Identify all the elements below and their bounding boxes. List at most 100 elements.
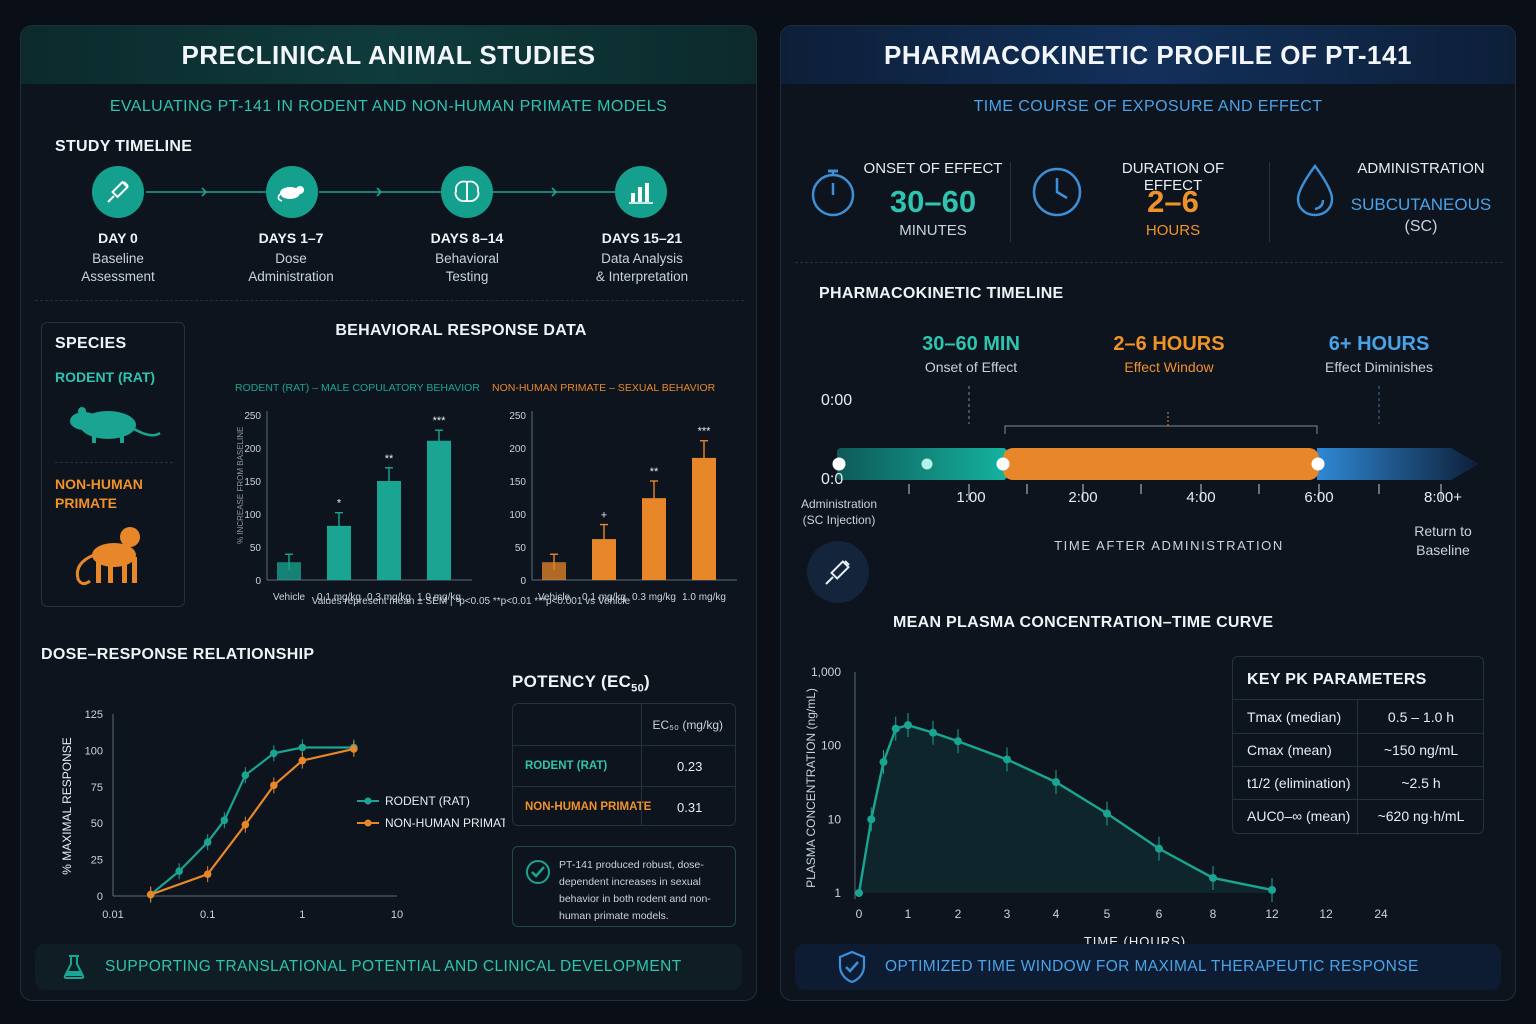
x-tick-label: 0.3 mg/kg <box>632 592 676 603</box>
pk-param-value: 0.5 – 1.0 h <box>1387 709 1455 725</box>
data-point <box>1155 844 1163 853</box>
pk-timeline-bar <box>832 386 1479 500</box>
phase-label: Onset of Effect <box>924 359 1018 375</box>
timeline-title: STUDY TIMELINE <box>55 138 193 155</box>
legend-label: RODENT (RAT) <box>385 794 470 808</box>
droplet-icon <box>1296 163 1334 217</box>
data-point <box>1268 885 1276 894</box>
species-rodent-label: RODENT (RAT) <box>55 369 156 385</box>
y-tick-label: 100 <box>85 745 103 757</box>
timeline-tick: 4:00 <box>1186 489 1216 506</box>
significance-label: + <box>601 510 607 522</box>
panel-title: PRECLINICAL ANIMAL STUDIES <box>21 26 756 84</box>
y-tick-label: 1,000 <box>811 665 841 679</box>
stopwatch-icon <box>811 169 855 217</box>
data-point <box>203 838 212 846</box>
significance-label: ** <box>650 466 659 478</box>
right-footer-text: OPTIMIZED TIME WINDOW FOR MAXIMAL THERAP… <box>885 958 1419 975</box>
x-tick-label: 10 <box>391 909 403 921</box>
species-primate-label: NON-HUMAN PRIMATE <box>55 476 143 511</box>
x-tick-label: 0.1 mg/kg <box>317 592 361 603</box>
data-point <box>241 771 250 779</box>
right-footer: OPTIMIZED TIME WINDOW FOR MAXIMAL THERAP… <box>795 944 1501 990</box>
legend-marker <box>364 797 372 805</box>
data-point <box>929 728 937 737</box>
behavior-title: BEHAVIORAL RESPONSE DATA <box>335 322 587 339</box>
data-point <box>298 743 307 752</box>
table-line <box>513 745 735 746</box>
data-point <box>175 867 183 876</box>
phase-label: Effect Window <box>1124 359 1214 375</box>
left-footer: SUPPORTING TRANSLATIONAL POTENTIAL AND C… <box>35 944 742 990</box>
divider <box>795 262 1503 263</box>
bar-chart-icon <box>615 166 667 218</box>
injection-icon <box>807 541 869 603</box>
timeline-day: DAYS 8–14 <box>430 230 504 246</box>
legend-marker <box>364 819 372 827</box>
timeline-start-top: 0:00 <box>821 392 853 409</box>
summary-text: PT-141 produced robust, dose-dependent i… <box>559 859 711 922</box>
data-point <box>867 815 876 824</box>
stat-unit: MINUTES <box>899 222 967 239</box>
x-tick-label: 4 <box>1053 907 1060 921</box>
data-point <box>954 737 962 746</box>
y-tick-label: 50 <box>515 543 527 554</box>
timeline-desc: Baseline Assessment <box>81 251 155 284</box>
bar-chart-title: NON-HUMAN PRIMATE – SEXUAL BEHAVIOR <box>492 382 716 394</box>
table-line <box>1233 699 1483 700</box>
pk-param-label: Cmax (mean) <box>1247 742 1332 758</box>
y-tick-label: 75 <box>91 782 103 794</box>
stat-value: SUBCUTANEOUS <box>1350 195 1492 214</box>
y-tick-label: 150 <box>509 477 526 488</box>
x-tick-label: 0.1 mg/kg <box>582 592 626 603</box>
y-tick-label: 100 <box>509 510 526 521</box>
phase-label: Effect Diminishes <box>1325 359 1433 375</box>
shield-check-icon <box>838 950 866 984</box>
x-tick-label: 1.0 mg/kg <box>417 592 461 603</box>
significance-footnote: Values represent mean ± SEM | *p<0.05 **… <box>311 596 631 607</box>
x-tick-label: Vehicle <box>273 592 306 603</box>
table-line <box>1233 733 1483 734</box>
brain-icon <box>441 166 493 218</box>
x-tick-label: 1.0 mg/kg <box>682 592 726 603</box>
x-tick-label: 1 <box>299 909 305 921</box>
pk-panel: PHARMACOKINETIC PROFILE OF PT-141 TIME C… <box>780 25 1516 1001</box>
y-tick-label: 25 <box>91 855 103 867</box>
x-tick-label: 5 <box>1104 907 1111 921</box>
x-tick-label: 6 <box>1156 907 1163 921</box>
y-tick-label: 0 <box>97 891 103 903</box>
administration-label: Administration (SC Injection) <box>800 497 878 527</box>
data-point <box>203 870 212 878</box>
x-tick-label: 0.3 mg/kg <box>367 592 411 603</box>
table-line <box>513 786 735 787</box>
bar <box>377 481 401 580</box>
stat-value: 2–6 <box>1147 184 1199 219</box>
stat-unit: (SC) <box>1404 218 1438 235</box>
timeline-day: DAYS 1–7 <box>258 230 324 246</box>
y-tick-label: 200 <box>244 444 261 455</box>
timeline-day: DAY 0 <box>98 230 138 246</box>
pk-params-title: KEY PK PARAMETERS <box>1247 671 1427 688</box>
timeline-tick: 8:00+ <box>1424 489 1462 506</box>
x-tick-label: 12 <box>1319 907 1333 921</box>
table-line <box>1233 799 1483 800</box>
bar <box>692 457 716 580</box>
stat-label: ONSET OF EFFECT <box>863 160 1003 177</box>
pk-timeline-title: PHARMACOKINETIC TIMELINE <box>819 285 1064 302</box>
time-axis-label: TIME AFTER ADMINISTRATION <box>1054 538 1284 553</box>
phase-value: 2–6 HOURS <box>1113 333 1225 355</box>
flask-icon <box>63 955 85 979</box>
y-tick-label: 100 <box>821 739 841 753</box>
potency-row-value: 0.23 <box>677 759 703 774</box>
data-point <box>1209 873 1217 882</box>
panel-subtitle: EVALUATING PT-141 IN RODENT AND NON-HUMA… <box>109 98 668 115</box>
rat-icon <box>266 166 318 218</box>
summary-note: PT-141 produced robust, dose-dependent i… <box>512 846 736 927</box>
y-axis-label: % MAXIMAL RESPONSE <box>60 737 74 875</box>
timeline-tick: 2:00 <box>1068 489 1098 506</box>
potency-row-value: 0.31 <box>677 800 703 815</box>
timeline-day: DAYS 15–21 <box>601 230 683 246</box>
data-point <box>270 749 278 758</box>
bar-chart-title: RODENT (RAT) – MALE COPULATORY BEHAVIOR <box>235 382 480 394</box>
